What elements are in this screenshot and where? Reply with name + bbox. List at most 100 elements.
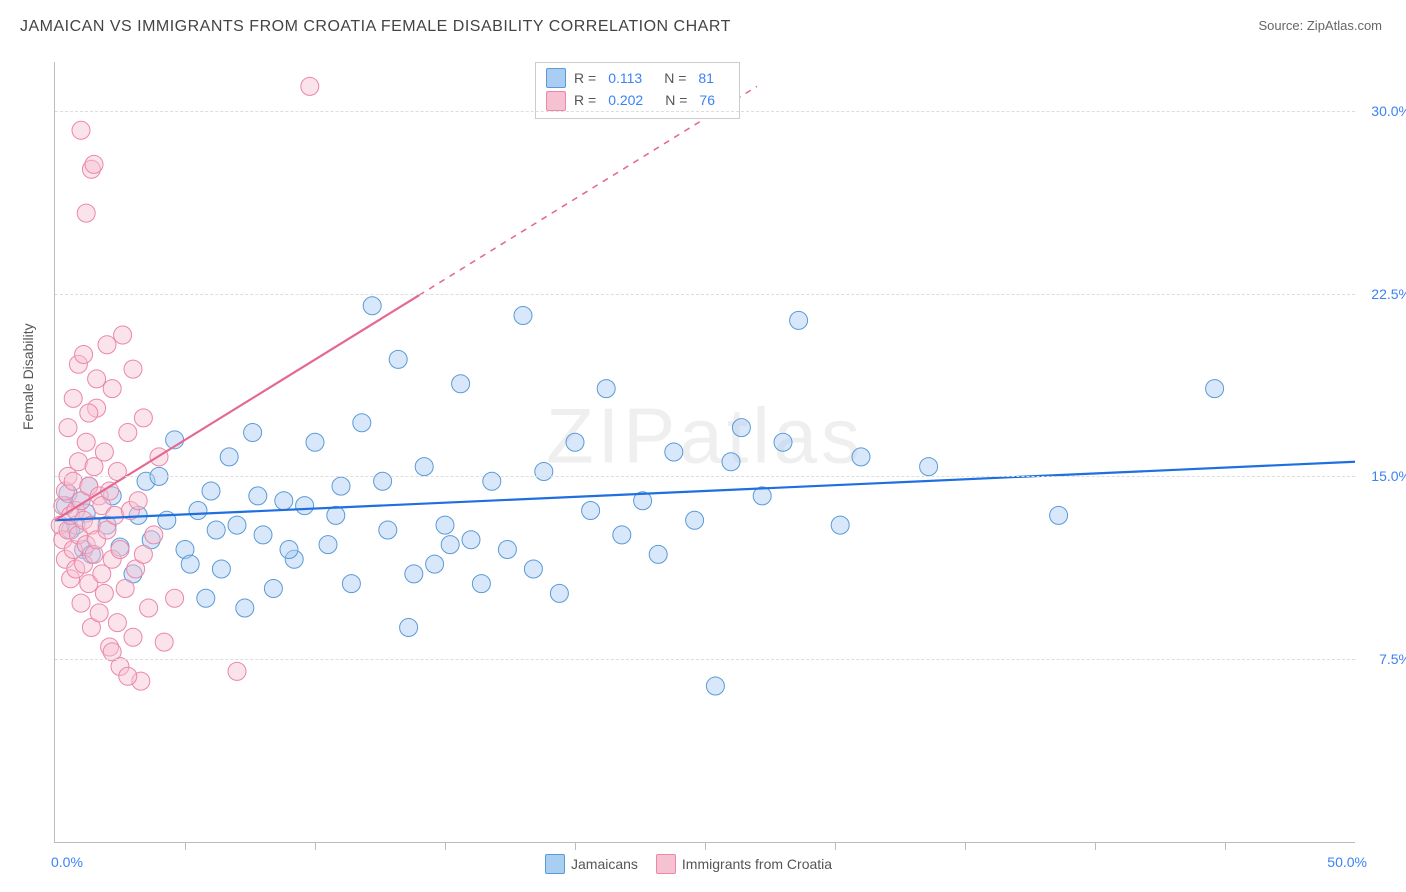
data-point — [296, 497, 314, 515]
data-point — [1050, 506, 1068, 524]
data-point — [400, 619, 418, 637]
source-attribution: Source: ZipAtlas.com — [1258, 18, 1382, 33]
data-point — [129, 492, 147, 510]
data-point — [706, 677, 724, 695]
data-point — [124, 360, 142, 378]
data-point — [119, 667, 137, 685]
data-point — [389, 350, 407, 368]
legend-item: Jamaicans — [545, 854, 638, 874]
data-point — [426, 555, 444, 573]
data-point — [264, 580, 282, 598]
data-point — [363, 297, 381, 315]
data-point — [613, 526, 631, 544]
data-point — [306, 433, 324, 451]
data-point — [244, 424, 262, 442]
n-value: 76 — [699, 89, 715, 111]
legend-swatch — [546, 68, 566, 88]
data-point — [72, 594, 90, 612]
data-point — [379, 521, 397, 539]
x-axis-origin-label: 0.0% — [51, 854, 83, 870]
data-point — [114, 326, 132, 344]
data-point — [124, 628, 142, 646]
data-point — [566, 433, 584, 451]
data-point — [59, 419, 77, 437]
data-point — [103, 380, 121, 398]
data-point — [166, 589, 184, 607]
data-point — [236, 599, 254, 617]
data-point — [134, 545, 152, 563]
data-point — [80, 404, 98, 422]
x-axis-end-label: 50.0% — [1327, 854, 1367, 870]
data-point — [722, 453, 740, 471]
x-tick — [445, 842, 446, 850]
data-point — [103, 643, 121, 661]
gridline — [55, 659, 1355, 660]
chart-svg — [55, 62, 1355, 842]
x-tick — [575, 842, 576, 850]
data-point — [95, 443, 113, 461]
r-value: 0.202 — [608, 89, 643, 111]
n-label: N = — [664, 67, 686, 89]
data-point — [686, 511, 704, 529]
y-axis-label: Female Disability — [20, 323, 36, 430]
data-point — [111, 541, 129, 559]
legend-swatch — [546, 91, 566, 111]
legend-label: Jamaicans — [571, 856, 638, 872]
data-point — [98, 336, 116, 354]
data-point — [436, 516, 454, 534]
n-label: N = — [665, 89, 687, 111]
x-tick — [965, 842, 966, 850]
data-point — [342, 575, 360, 593]
data-point — [301, 77, 319, 95]
x-tick — [185, 842, 186, 850]
data-point — [90, 604, 108, 622]
data-point — [732, 419, 750, 437]
trend-line — [55, 295, 419, 520]
data-point — [332, 477, 350, 495]
n-value: 81 — [698, 67, 714, 89]
data-point — [88, 370, 106, 388]
x-tick — [705, 842, 706, 850]
data-point — [207, 521, 225, 539]
y-tick-label: 30.0% — [1371, 103, 1406, 119]
gridline — [55, 294, 1355, 295]
data-point — [774, 433, 792, 451]
data-point — [116, 580, 134, 598]
data-point — [353, 414, 371, 432]
r-value: 0.113 — [608, 67, 642, 89]
data-point — [119, 424, 137, 442]
x-tick — [1095, 842, 1096, 850]
data-point — [228, 662, 246, 680]
series-legend: Jamaicans Immigrants from Croatia — [545, 854, 832, 874]
gridline — [55, 476, 1355, 477]
data-point — [831, 516, 849, 534]
data-point — [462, 531, 480, 549]
data-point — [498, 541, 516, 559]
y-tick-label: 7.5% — [1379, 651, 1406, 667]
data-point — [441, 536, 459, 554]
x-tick — [1225, 842, 1226, 850]
x-tick — [835, 842, 836, 850]
data-point — [77, 433, 95, 451]
data-point — [597, 380, 615, 398]
data-point — [64, 389, 82, 407]
data-point — [327, 506, 345, 524]
data-point — [212, 560, 230, 578]
data-point — [665, 443, 683, 461]
data-point — [582, 502, 600, 520]
y-tick-label: 15.0% — [1371, 468, 1406, 484]
data-point — [374, 472, 392, 490]
x-tick — [315, 842, 316, 850]
legend-label: Immigrants from Croatia — [682, 856, 832, 872]
r-label: R = — [574, 67, 596, 89]
data-point — [483, 472, 501, 490]
data-point — [108, 614, 126, 632]
data-point — [254, 526, 272, 544]
data-point — [145, 526, 163, 544]
data-point — [155, 633, 173, 651]
data-point — [189, 502, 207, 520]
data-point — [415, 458, 433, 476]
chart-title: JAMAICAN VS IMMIGRANTS FROM CROATIA FEMA… — [20, 18, 731, 36]
data-point — [72, 121, 90, 139]
plot-area: ZIPatlas R =0.113N =81R =0.202N =76 0.0%… — [54, 62, 1355, 843]
